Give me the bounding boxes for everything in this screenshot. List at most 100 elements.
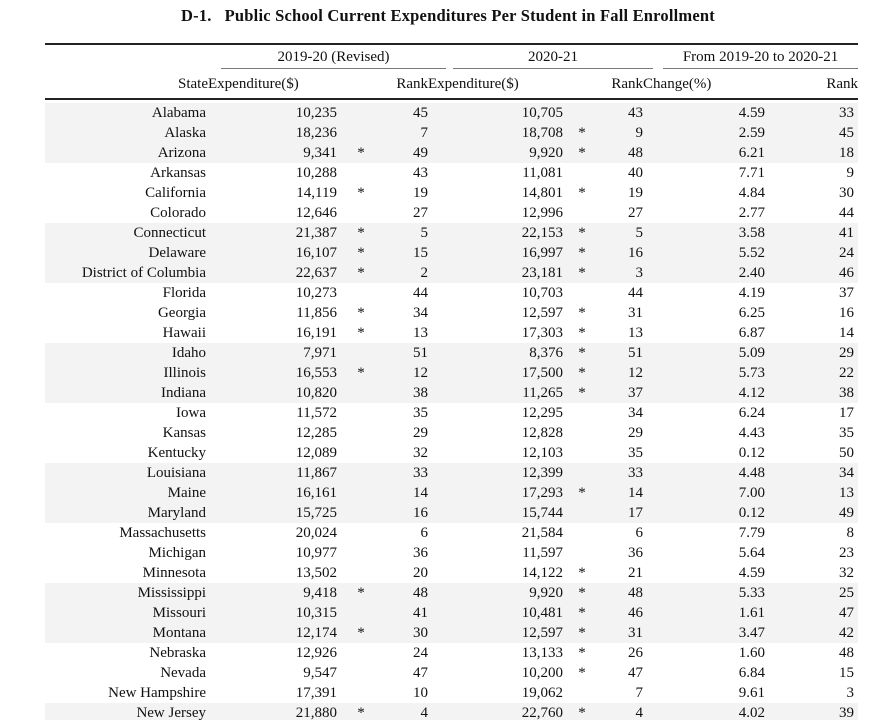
rank-change-cell: 41 [839, 225, 855, 241]
table-number: D-1. [181, 6, 212, 25]
footnote-marker-2019: * [357, 305, 365, 321]
expenditure-2019-cell: 14,119 [296, 185, 337, 201]
rank-2019-cell: 41 [413, 605, 428, 621]
table-header: 2019-20 (Revised) 2020-21 From 2019-20 t… [45, 44, 859, 99]
footnote-marker-2020: * [578, 565, 586, 581]
expenditure-2020-cell: 17,293 [521, 485, 563, 501]
footnote-marker-2019 [340, 463, 382, 483]
rank-change-cell: 42 [839, 625, 855, 641]
table-row: Iowa 11,572 35 12,295 34 6.24 17 [45, 403, 858, 423]
state-cell: Colorado [150, 205, 206, 221]
rank-change-cell: 34 [839, 465, 855, 481]
rank-change-cell: 49 [839, 505, 855, 521]
rank-2019-cell: 38 [413, 385, 428, 401]
footnote-marker-2019: * [357, 145, 365, 161]
change-percent-cell: 4.43 [738, 425, 766, 441]
expenditure-2020-cell: 12,399 [521, 465, 563, 481]
rank-2020-cell: 46 [628, 605, 644, 621]
expenditure-2020-cell: 14,122 [521, 565, 563, 581]
rank-change-cell: 14 [839, 325, 855, 341]
rank-2019-cell: 15 [413, 245, 428, 261]
state-cell: Arizona [157, 145, 206, 161]
expenditure-2020-cell: 16,997 [521, 245, 563, 261]
column-group-row: 2019-20 (Revised) 2020-21 From 2019-20 t… [45, 44, 859, 69]
rank-2019-cell: 34 [413, 305, 428, 321]
footnote-marker-2019 [340, 383, 382, 403]
expenditure-2019-cell: 9,341 [303, 145, 337, 161]
rank-2020-cell: 17 [628, 505, 644, 521]
expenditure-2020-cell: 22,153 [521, 225, 563, 241]
expenditure-2019-cell: 12,926 [295, 645, 337, 661]
expenditure-2019-cell: 22,637 [295, 265, 337, 281]
rank-change-cell: 25 [839, 585, 855, 601]
state-cell: Minnesota [142, 565, 206, 581]
change-percent-cell: 1.61 [738, 605, 766, 621]
footnote-marker-2020: * [578, 485, 586, 501]
change-percent-cell: 0.12 [738, 505, 766, 521]
table-row: Louisiana 11,867 33 12,399 33 4.48 34 [45, 463, 859, 483]
state-cell: New Jersey [136, 705, 206, 720]
rank-2019-cell: 12 [413, 365, 428, 381]
expenditure-2019-cell: 21,387 [295, 225, 337, 241]
change-percent-cell: 6.24 [738, 405, 766, 421]
table-row: Nebraska 12,926 24 13,133 * 26 1.60 48 [45, 643, 858, 663]
table-row: Massachusetts 20,024 6 21,584 6 7.79 8 [45, 523, 858, 543]
footnote-marker-2019 [340, 203, 382, 223]
change-percent-cell: 7.71 [738, 165, 766, 181]
table-row: Idaho 7,971 51 8,376 * 51 5.09 29 [45, 343, 859, 363]
footnote-marker-2020 [563, 683, 601, 703]
state-cell: Iowa [176, 405, 206, 421]
rank-2020-cell: 40 [628, 165, 644, 181]
change-percent-cell: 5.64 [738, 545, 766, 561]
rank-2019-cell: 6 [420, 525, 429, 541]
footnote-marker-2020 [563, 503, 601, 523]
expenditure-2020-cell: 11,597 [522, 545, 563, 561]
footnote-marker-2020: * [578, 225, 586, 241]
group-label-2020-21: 2020-21 [528, 49, 579, 65]
state-cell: Louisiana [146, 465, 206, 481]
footnote-marker-2020 [563, 543, 601, 563]
expenditure-2019-cell: 21,880 [295, 705, 337, 720]
rank-2020-cell: 4 [635, 705, 644, 720]
expenditure-2020-cell: 19,062 [521, 685, 563, 701]
footnote-marker-2020: * [578, 585, 586, 601]
expenditure-2020-cell: 17,500 [521, 365, 563, 381]
footnote-marker-2019: * [357, 365, 365, 381]
footnote-marker-2019 [340, 343, 382, 363]
footnote-marker-2020 [563, 463, 601, 483]
footnote-marker-2019: * [357, 265, 365, 281]
expenditure-2020-cell: 12,597 [521, 625, 563, 641]
expenditure-2019-cell: 11,856 [296, 305, 337, 321]
group-label-change: From 2019-20 to 2020-21 [682, 49, 839, 65]
expenditure-2020-cell: 11,265 [522, 385, 563, 401]
rank-2020-cell: 13 [628, 325, 644, 341]
rank-change-cell: 30 [839, 185, 855, 201]
change-percent-cell: 4.12 [738, 385, 766, 401]
rank-2020-cell: 5 [635, 225, 644, 241]
footnote-marker-2020: * [578, 245, 586, 261]
state-cell: Alaska [164, 125, 206, 141]
expenditure-2020-cell: 13,133 [521, 645, 563, 661]
footnote-marker-2020 [563, 163, 601, 183]
rank-change-cell: 48 [839, 645, 855, 661]
expenditure-2020-cell: 17,303 [521, 325, 563, 341]
expenditure-2020-cell: 18,708 [521, 125, 563, 141]
table-row: Hawaii 16,191 * 13 17,303 * 13 6.87 14 [45, 323, 858, 343]
expenditure-2020-cell: 10,481 [521, 605, 563, 621]
table-row: Arkansas 10,288 43 11,081 40 7.71 9 [45, 163, 858, 183]
rank-2019-cell: 29 [413, 425, 428, 441]
rank-2020-cell: 21 [628, 565, 644, 581]
table-row: New Hampshire 17,391 10 19,062 7 9.61 3 [45, 683, 858, 703]
footnote-marker-2020: * [578, 625, 586, 641]
change-percent-cell: 6.21 [738, 145, 766, 161]
change-percent-cell: 7.00 [738, 485, 766, 501]
state-cell: District of Columbia [81, 265, 206, 281]
footnote-marker-2019: * [357, 625, 365, 641]
state-cell: Mississippi [137, 585, 206, 601]
change-percent-cell: 2.77 [738, 205, 766, 221]
footnote-marker-2019 [340, 563, 382, 583]
change-percent-cell: 5.09 [738, 345, 766, 361]
rank-2019-cell: 48 [413, 585, 428, 601]
rank-2020-cell: 34 [628, 405, 644, 421]
footnote-marker-2019 [340, 523, 382, 543]
